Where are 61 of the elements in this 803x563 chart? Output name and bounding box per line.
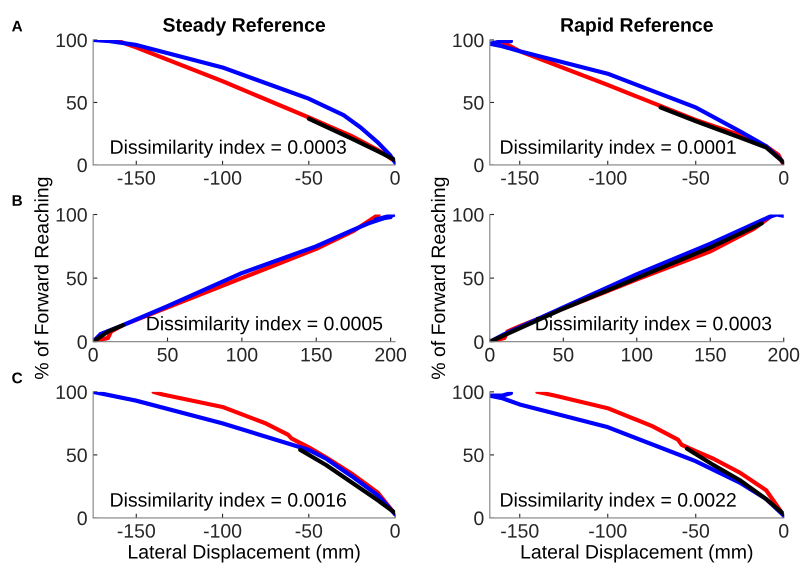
- x-tick-label: 50: [157, 348, 178, 362]
- y-tick-label: 0: [474, 335, 484, 349]
- y-axis-title: % of Forward Reaching: [34, 178, 52, 380]
- y-tick-label: 100: [453, 385, 484, 400]
- annotation: Dissimilarity index = 0.0001: [501, 140, 736, 158]
- annotation: Dissimilarity index = 0.0003: [536, 316, 772, 334]
- x-tick-label: 150: [696, 348, 726, 362]
- y-tick-label: 50: [463, 96, 484, 110]
- chart-title: Rapid Reference: [561, 18, 713, 36]
- annotation: Dissimilarity index = 0.0003: [111, 140, 346, 158]
- y-tick-label: 50: [66, 272, 87, 286]
- x-tick-label: 200: [375, 348, 406, 362]
- x-tick-label: 0: [390, 524, 400, 538]
- text: A: [12, 20, 22, 32]
- y-tick-label: 100: [56, 208, 87, 222]
- y-axis-title: % of Forward Reaching: [430, 178, 450, 380]
- x-tick-label: 0: [779, 171, 788, 185]
- text: C: [12, 372, 22, 384]
- x-axis-title: Lateral Displacement (mm): [522, 544, 752, 563]
- x-tick-label: -150: [501, 171, 538, 185]
- x-tick-label: -50: [296, 524, 322, 538]
- x-tick-label: -50: [682, 171, 710, 185]
- x-tick-label: 0: [88, 348, 98, 362]
- annotation: Dissimilarity index = 0.0022: [501, 492, 736, 511]
- x-tick-label: -150: [118, 524, 155, 538]
- x-axis-title: Lateral Displacement (mm): [129, 544, 360, 563]
- y-tick-label: 100: [56, 33, 87, 48]
- y-tick-label: 100: [56, 385, 87, 400]
- line-series: [658, 105, 784, 165]
- x-tick-label: 200: [768, 348, 800, 362]
- y-tick-label: 50: [66, 96, 87, 110]
- x-tick-label: 150: [302, 348, 332, 362]
- x-tick-label: 0: [779, 524, 788, 538]
- annotation: Dissimilarity index = 0.0016: [111, 492, 346, 511]
- x-tick-label: -150: [501, 524, 538, 538]
- y-tick-label: 0: [474, 511, 484, 526]
- y-tick-label: 50: [463, 272, 484, 286]
- x-tick-label: -100: [589, 171, 626, 185]
- x-tick-label: -100: [589, 524, 626, 538]
- x-tick-label: 50: [553, 348, 574, 362]
- x-tick-label: -100: [204, 524, 242, 538]
- x-tick-label: -50: [296, 171, 322, 185]
- y-tick-label: 100: [453, 33, 484, 48]
- line-series: [93, 392, 396, 516]
- x-tick-label: -100: [204, 171, 242, 185]
- text: B: [12, 195, 22, 206]
- x-tick-label: -150: [118, 171, 155, 185]
- y-tick-label: 0: [78, 511, 87, 526]
- y-tick-label: 0: [474, 158, 484, 172]
- y-tick-label: 50: [66, 448, 87, 462]
- x-tick-label: 0: [485, 348, 494, 362]
- y-tick-label: 50: [463, 448, 484, 462]
- x-tick-label: 100: [622, 348, 652, 362]
- x-tick-label: 0: [390, 171, 400, 185]
- y-tick-label: 0: [78, 158, 87, 172]
- y-tick-label: 0: [78, 335, 87, 349]
- x-tick-label: -50: [682, 524, 710, 538]
- y-tick-label: 100: [453, 208, 484, 222]
- x-tick-label: 100: [227, 348, 258, 362]
- chart-title: Steady Reference: [163, 18, 326, 36]
- annotation: Dissimilarity index = 0.0005: [147, 316, 382, 334]
